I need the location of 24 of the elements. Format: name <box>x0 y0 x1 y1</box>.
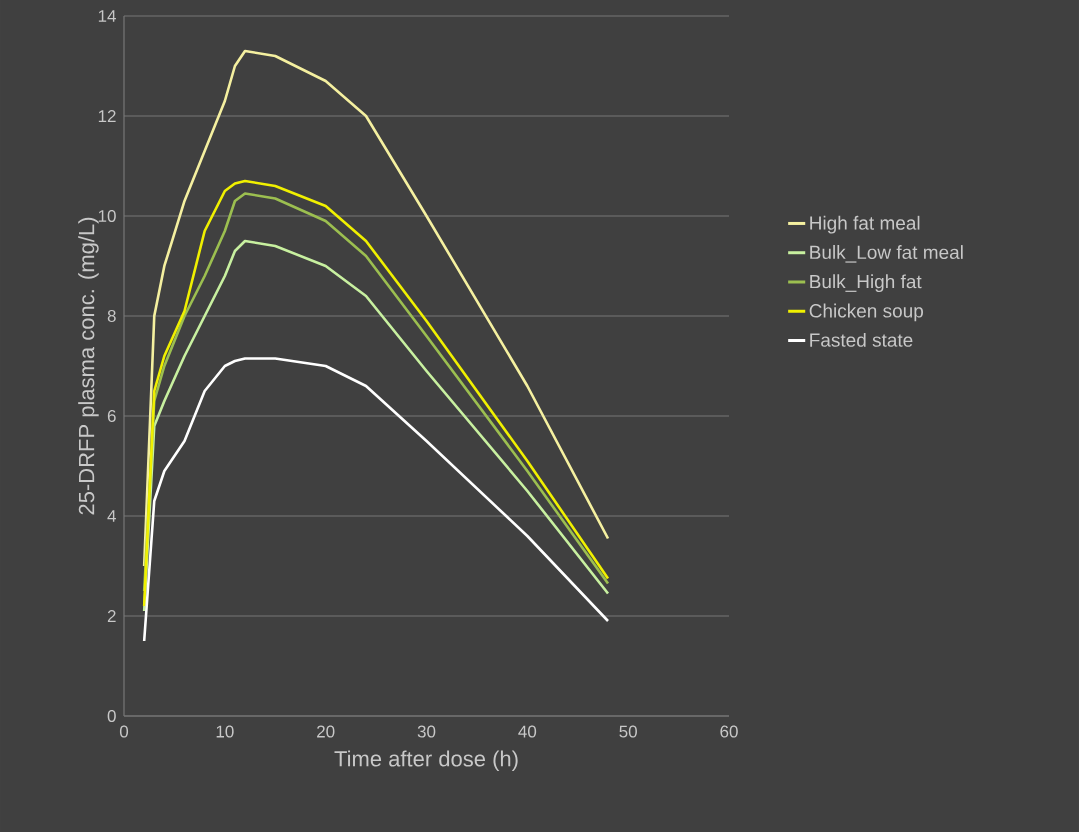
y-tick-label: 12 <box>98 110 116 122</box>
x-tick-label: 50 <box>619 725 637 738</box>
line-series <box>142 49 610 568</box>
x-tick-label: 30 <box>417 725 436 738</box>
line-series <box>142 357 610 643</box>
legend-label: Bulk_High fat <box>810 274 922 293</box>
x-tick-label: 0 <box>119 725 129 738</box>
legend-label: High fat meal <box>810 215 920 234</box>
y-axis-title: 25-DRFP plasma conc. (mg/L) <box>78 217 99 515</box>
x-tick-label: 60 <box>720 725 738 738</box>
y-tick-label: 14 <box>98 10 116 22</box>
y-tick-label: 2 <box>107 610 116 622</box>
x-tick-label: 10 <box>216 725 234 738</box>
x-axis-title: Time after dose (h) <box>334 750 518 771</box>
legend-label: Chicken soup <box>809 303 924 322</box>
x-tick-label: 40 <box>518 725 537 738</box>
y-tick-label: 8 <box>107 309 116 323</box>
y-tick-label: 10 <box>98 209 116 223</box>
y-tick-label: 0 <box>107 709 116 723</box>
y-tick-label: 4 <box>107 510 116 522</box>
legend-label: Bulk_Low fat meal <box>810 245 963 263</box>
x-tick-label: 20 <box>317 725 335 738</box>
y-tick-label: 6 <box>107 409 116 423</box>
legend-label: Fasted state <box>810 332 913 347</box>
